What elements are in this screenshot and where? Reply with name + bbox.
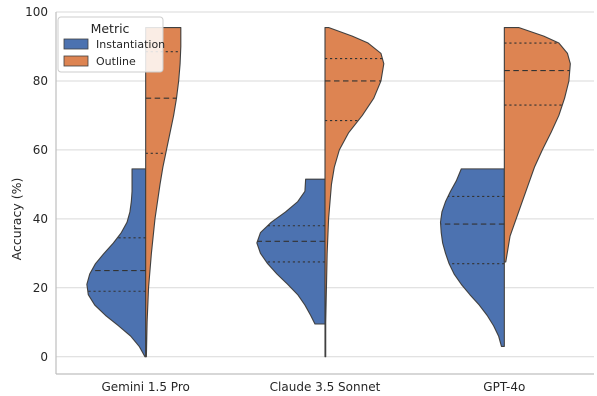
violin-outline-2 <box>503 26 571 263</box>
violin-instantiation-1 <box>256 178 326 325</box>
violin-outline-1 <box>324 26 385 358</box>
legend-label-outline: Outline <box>96 55 136 68</box>
x-tick-label-0: Gemini 1.5 Pro <box>101 380 189 394</box>
y-tick-label-100: 100 <box>25 5 48 19</box>
y-axis-label: Accuracy (%) <box>9 178 24 261</box>
legend-title: Metric <box>91 21 130 36</box>
legend-label-instantiation: Instantiation <box>96 38 165 51</box>
violin-outline-0 <box>145 26 182 358</box>
y-tick-labels: 0 20 40 60 80 100 <box>25 5 48 364</box>
legend-swatch-outline <box>63 55 89 67</box>
legend-swatch-instantiation <box>63 38 89 50</box>
violin-instantiation-2 <box>439 168 505 347</box>
y-tick-label-20: 20 <box>33 281 48 295</box>
y-tick-label-80: 80 <box>33 74 48 88</box>
legend[interactable]: Metric Instantiation Outline <box>57 16 165 73</box>
y-tick-label-40: 40 <box>33 212 48 226</box>
y-tick-label-60: 60 <box>33 143 48 157</box>
x-tick-label-1: Claude 3.5 Sonnet <box>270 380 381 394</box>
x-tick-labels: Gemini 1.5 Pro Claude 3.5 Sonnet GPT-4o <box>101 380 525 394</box>
violin-instantiation-0 <box>86 168 147 358</box>
x-tick-label-2: GPT-4o <box>483 380 525 394</box>
y-tick-label-0: 0 <box>40 350 48 364</box>
violins <box>86 26 571 358</box>
